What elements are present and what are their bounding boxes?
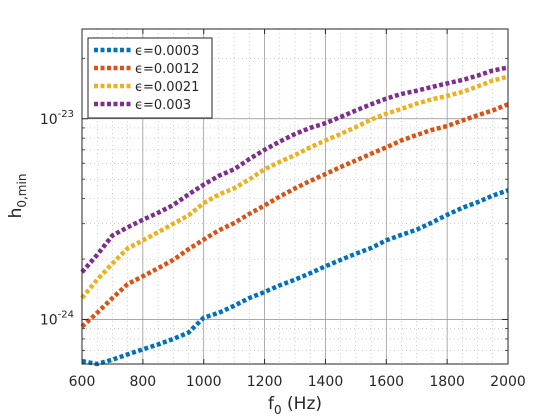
series-line-3 (80, 74, 509, 300)
x-tick-label: 1800 (429, 374, 465, 390)
legend-label-1: ϵ=0.0003 (135, 44, 199, 59)
y-tick-label: 10-24 (40, 309, 74, 328)
x-tick-label: 1400 (308, 374, 344, 390)
x-tick-label: 1000 (186, 374, 222, 390)
legend-label-4: ϵ=0.003 (135, 98, 191, 113)
series-line-4 (80, 65, 509, 274)
x-tick-label: 1600 (368, 374, 404, 390)
x-tick-label: 1200 (247, 374, 283, 390)
x-tick-label: 2000 (490, 374, 526, 390)
x-axis-label: f0 (Hz) (268, 394, 322, 417)
y-axis-label: h0,min (6, 174, 29, 219)
x-tick-label: 800 (129, 374, 156, 390)
series-line-1 (81, 188, 509, 367)
series-layer (80, 65, 509, 367)
series-line-2 (80, 102, 509, 329)
x-tick-labels: 600 800 1000 1200 1400 1600 1800 2000 (69, 374, 526, 390)
legend: ϵ=0.0003 ϵ=0.0012 ϵ=0.0021 ϵ=0.003 (87, 37, 213, 119)
legend-label-2: ϵ=0.0012 (135, 62, 199, 77)
legend-label-3: ϵ=0.0021 (135, 80, 199, 95)
x-tick-label: 600 (69, 374, 96, 390)
plot-frame (81, 28, 509, 365)
y-tick-label: 10-23 (40, 109, 74, 128)
y-tick-labels: 10-24 10-23 (40, 109, 74, 329)
axis-ticks (81, 29, 509, 365)
